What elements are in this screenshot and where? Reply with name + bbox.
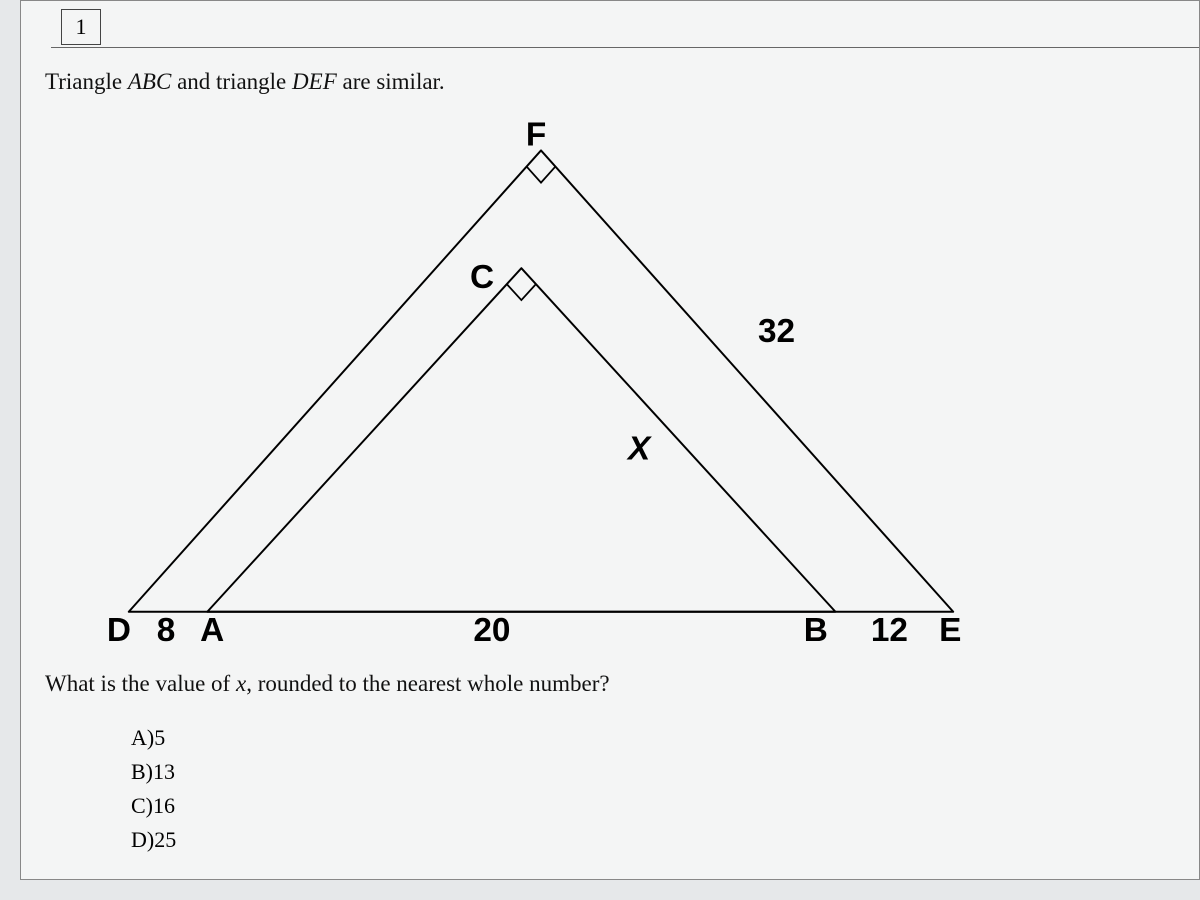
svg-text:B: B	[804, 612, 828, 649]
question-number-box: 1	[61, 9, 101, 45]
choice-b[interactable]: B)13	[131, 755, 176, 789]
svg-text:E: E	[939, 612, 961, 649]
svg-text:8: 8	[157, 612, 176, 649]
triangle-figure: F C X D A B E 8 20 12 32	[81, 121, 1001, 651]
stem-abc: ABC	[128, 69, 171, 94]
choice-a[interactable]: A)5	[131, 721, 176, 755]
svg-text:X: X	[626, 431, 652, 468]
stem-post: are similar.	[337, 69, 445, 94]
question-page: 1 Triangle ABC and triangle DEF are simi…	[20, 0, 1200, 880]
svg-text:F: F	[526, 121, 546, 154]
sub-question: What is the value of x, rounded to the n…	[45, 671, 610, 697]
geometry-group	[129, 150, 953, 611]
stem-mid: and triangle	[171, 69, 292, 94]
stem-def: DEF	[292, 69, 337, 94]
svg-text:12: 12	[871, 612, 908, 649]
label-group: F C X D A B E 8 20 12 32	[107, 121, 961, 649]
svg-text:20: 20	[473, 612, 510, 649]
subq-pre: What is the value of	[45, 671, 236, 696]
stem-pre: Triangle	[45, 69, 128, 94]
svg-text:A: A	[200, 612, 224, 649]
svg-text:D: D	[107, 612, 131, 649]
choice-c[interactable]: C)16	[131, 789, 176, 823]
subq-var: x	[236, 671, 246, 696]
answer-choices: A)5 B)13 C)16 D)25	[131, 721, 176, 857]
question-stem: Triangle ABC and triangle DEF are simila…	[45, 69, 445, 95]
svg-text:32: 32	[758, 313, 795, 350]
triangle-svg: F C X D A B E 8 20 12 32	[81, 121, 1001, 651]
question-number: 1	[76, 14, 87, 39]
divider	[51, 47, 1199, 48]
subq-post: , rounded to the nearest whole number?	[246, 671, 609, 696]
svg-text:C: C	[470, 259, 494, 296]
choice-d[interactable]: D)25	[131, 823, 176, 857]
